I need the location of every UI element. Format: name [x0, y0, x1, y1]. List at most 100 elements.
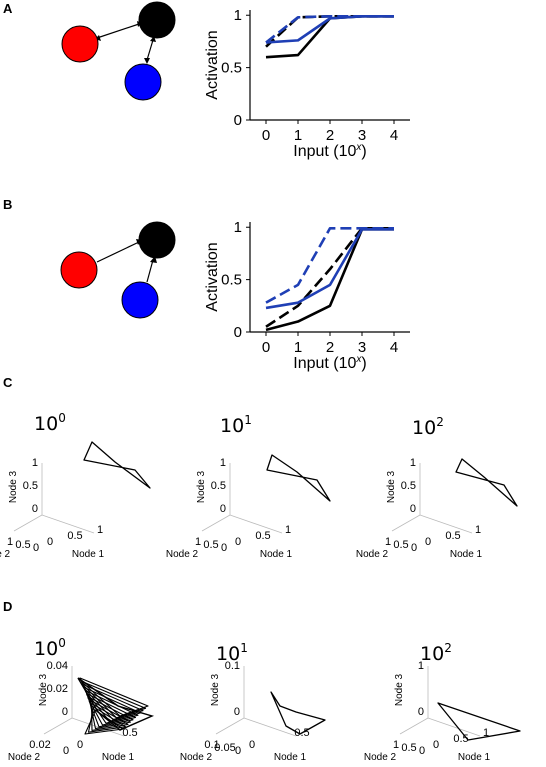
node3-tick-label: 1: [418, 660, 424, 672]
node2-axis-label: Node 2: [180, 752, 213, 763]
node3-tick-label: 0: [62, 706, 68, 718]
node3-tick-label: 0.5: [23, 480, 38, 492]
x-tick-label: 3: [358, 339, 366, 356]
node2-axis-line: [391, 514, 421, 532]
node2-tick-label: 1: [385, 536, 391, 548]
node1-axis-line: [243, 717, 297, 737]
node2-axis-line: [399, 717, 429, 735]
trajectory-cycle: [455, 458, 518, 507]
y-tick-label: 0.5: [221, 60, 242, 77]
node3-tick-label: 0: [410, 503, 416, 515]
node3-tick-label: 0.5: [401, 480, 416, 492]
node3-axis-label: Node 3: [210, 673, 221, 706]
trajectory-damped-spiral: [77, 677, 155, 735]
trajectory-loop: [77, 677, 155, 731]
y-tick-label: 1: [234, 7, 242, 24]
x-tick-label: 1: [294, 339, 302, 356]
trajectory-loop: [88, 696, 134, 728]
node1-tick-label: 1: [285, 524, 291, 536]
black-node-a: [138, 1, 176, 39]
plot-title: 102: [420, 641, 452, 665]
x-tick-label: 4: [390, 127, 398, 144]
arrowhead-black-blue-a: [144, 58, 150, 64]
red-node-a: [61, 25, 99, 63]
node1-axis-label: Node 1: [274, 752, 307, 763]
node3-axis-label: Node 3: [38, 673, 49, 706]
node1-axis-line: [419, 514, 473, 534]
node3-axis-label: Node 3: [196, 470, 207, 503]
x-tick-label: 2: [326, 127, 334, 144]
node2-axis-label: Node 2: [166, 549, 199, 560]
trajectory-loop: [86, 693, 137, 726]
panel-label-d: D: [3, 599, 12, 614]
node2-axis-line: [13, 514, 43, 532]
series-line-dashed-blue: [265, 14, 394, 44]
edge-red-black-a: [96, 23, 140, 39]
node2-axis-label: Node 2: [0, 549, 11, 560]
node3-tick-label: 0: [234, 706, 240, 718]
node2-tick-label: 0.5: [203, 539, 218, 551]
node1-tick-label: 0: [235, 536, 241, 548]
node2-axis-line: [201, 514, 231, 532]
node1-tick-label: 0: [433, 739, 439, 751]
node3-axis-label: Node 3: [394, 673, 405, 706]
node3-tick-label: 0: [418, 706, 424, 718]
panel-label-b: B: [3, 197, 12, 212]
y-tick-label: 0.5: [221, 272, 242, 289]
y-tick-label: 1: [234, 219, 242, 236]
node2-tick-label: 0: [33, 542, 39, 554]
node3-tick-label: 0: [220, 503, 226, 515]
x-tick-label: 1: [294, 127, 302, 144]
trajectory-loop: [89, 699, 132, 730]
node2-tick-label: 0: [221, 542, 227, 554]
y-tick-label: 0: [234, 324, 242, 341]
node1-tick-label: 1: [97, 524, 103, 536]
panel-label-a: A: [3, 1, 13, 16]
node2-tick-label: 0: [235, 745, 241, 757]
x-tick-label: 4: [390, 339, 398, 356]
node2-tick-label: 0.5: [401, 742, 416, 754]
node2-axis-label: Node 2: [364, 752, 397, 763]
node1-axis-label: Node 1: [450, 549, 483, 560]
plot-title: 101: [220, 413, 252, 437]
node3-tick-label: 0.5: [211, 480, 226, 492]
node1-axis-line: [229, 514, 283, 534]
node2-axis-line: [43, 717, 73, 735]
node3-axis-label: Node 3: [386, 470, 397, 503]
blue-node-a: [124, 63, 162, 101]
node2-axis-label: Node 2: [8, 752, 41, 763]
y-axis-label: Activation: [204, 242, 221, 311]
node2-tick-label: 1: [393, 739, 399, 751]
node3-tick-label: 0.04: [47, 660, 68, 672]
node1-tick-label: 0: [249, 739, 255, 751]
edge-blue-black-b: [146, 259, 154, 283]
chart-a: 0 0.5 1 0 1 2 3 4 Activation Input (10x): [204, 7, 410, 160]
trajectory-cycle: [437, 702, 521, 741]
black-node-b: [138, 221, 176, 259]
series-line-dashed-black: [265, 226, 394, 328]
plot-title: 101: [216, 641, 248, 665]
y-axis-label: Activation: [204, 30, 221, 99]
node1-axis-line: [427, 717, 481, 737]
y-tick-label: 0: [234, 112, 242, 129]
node1-tick-label: 0.5: [122, 727, 137, 739]
x-axis-label: Input (10x): [293, 142, 366, 160]
node2-tick-label: 0.02: [29, 739, 50, 751]
x-axis-label: Input (10x): [293, 354, 366, 372]
node3-axis-label: Node 3: [8, 470, 19, 503]
panel-label-c: C: [3, 375, 13, 390]
node3-tick-label: 1: [410, 457, 416, 469]
plot-title: 100: [34, 411, 66, 435]
trajectory-loop: [91, 703, 129, 731]
plot-title: 102: [412, 415, 444, 439]
node1-tick-label: 1: [475, 524, 481, 536]
edge-red-black-b: [96, 241, 140, 263]
node3-tick-label: 0.02: [47, 683, 68, 695]
